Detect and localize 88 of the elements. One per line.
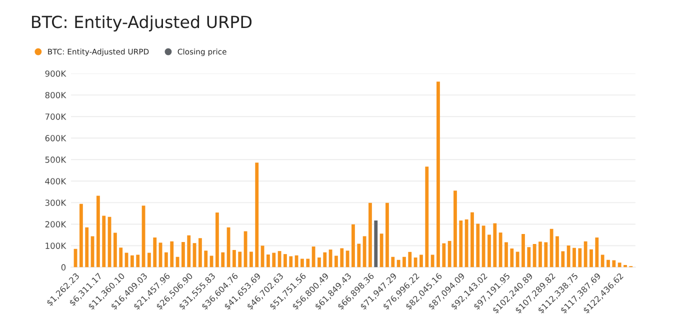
bar — [612, 260, 616, 268]
bar — [510, 248, 514, 268]
y-tick-label: 400K — [45, 178, 66, 184]
bar — [96, 196, 100, 268]
bar — [289, 256, 293, 268]
bar — [618, 262, 622, 268]
bar — [470, 212, 474, 268]
bar — [464, 219, 468, 268]
y-tick-label: 500K — [45, 156, 66, 163]
bar — [504, 242, 508, 268]
bar — [204, 250, 208, 268]
bar — [425, 166, 429, 268]
bar — [164, 252, 168, 268]
bar — [561, 251, 565, 268]
bar — [550, 228, 554, 268]
bar — [352, 224, 355, 268]
bar — [595, 237, 599, 268]
y-tick-label: 800K — [45, 92, 66, 98]
bar — [323, 252, 327, 268]
bar — [386, 202, 389, 268]
bar — [170, 241, 174, 268]
bar — [527, 247, 531, 268]
bar — [300, 258, 304, 268]
bar — [584, 241, 588, 268]
bar — [198, 238, 202, 268]
bar — [368, 202, 372, 268]
y-tick-label: 700K — [45, 114, 66, 120]
bar — [102, 216, 106, 268]
bar — [448, 240, 452, 268]
bar — [79, 204, 83, 268]
bar — [147, 252, 151, 268]
bar — [238, 252, 242, 268]
bar — [420, 254, 423, 268]
bar — [544, 242, 548, 268]
y-tick-label: 200K — [45, 221, 66, 228]
bar — [357, 244, 361, 268]
bar — [306, 258, 310, 268]
bar — [136, 254, 140, 268]
y-tick-label: 0 — [61, 264, 66, 270]
chart-title: BTC: Entity-Adjusted URPD — [32, 15, 252, 32]
bar — [436, 82, 440, 268]
bar — [284, 254, 287, 268]
bar — [606, 260, 610, 268]
bar — [266, 254, 270, 268]
bar — [85, 227, 89, 268]
y-tick-label: 600K — [45, 135, 66, 142]
bar — [187, 235, 191, 268]
bar — [181, 242, 185, 268]
bar — [402, 256, 406, 268]
bar — [391, 256, 395, 268]
bar — [498, 232, 502, 268]
bar — [556, 236, 559, 268]
bar — [493, 223, 497, 268]
bar — [532, 244, 536, 268]
bar — [572, 248, 576, 268]
bar — [272, 252, 276, 268]
bar — [153, 237, 157, 268]
y-tick-label: 100K — [46, 242, 66, 249]
bar — [334, 256, 338, 268]
bar — [430, 254, 434, 268]
bar — [516, 252, 520, 268]
bar — [215, 212, 219, 268]
bar — [522, 234, 525, 268]
bar — [600, 254, 604, 268]
bar — [414, 258, 418, 268]
bar — [119, 248, 123, 268]
bar — [454, 190, 457, 268]
bar — [374, 220, 378, 268]
bar — [221, 252, 225, 268]
bar — [538, 242, 542, 268]
bar — [130, 255, 134, 268]
bar — [488, 234, 491, 268]
bar — [255, 162, 259, 268]
bar — [318, 258, 321, 268]
bar — [482, 226, 486, 268]
bar — [408, 252, 412, 268]
bar — [442, 243, 446, 268]
bar — [590, 249, 593, 268]
bar — [459, 220, 463, 268]
bar — [476, 224, 480, 268]
bar — [566, 245, 570, 268]
bar — [250, 252, 253, 268]
y-tick-label: 300K — [45, 200, 66, 206]
bar — [578, 248, 582, 268]
y-tick-label: 900K — [45, 70, 66, 77]
bar — [340, 248, 344, 268]
bar — [113, 232, 117, 268]
bar — [232, 250, 236, 268]
